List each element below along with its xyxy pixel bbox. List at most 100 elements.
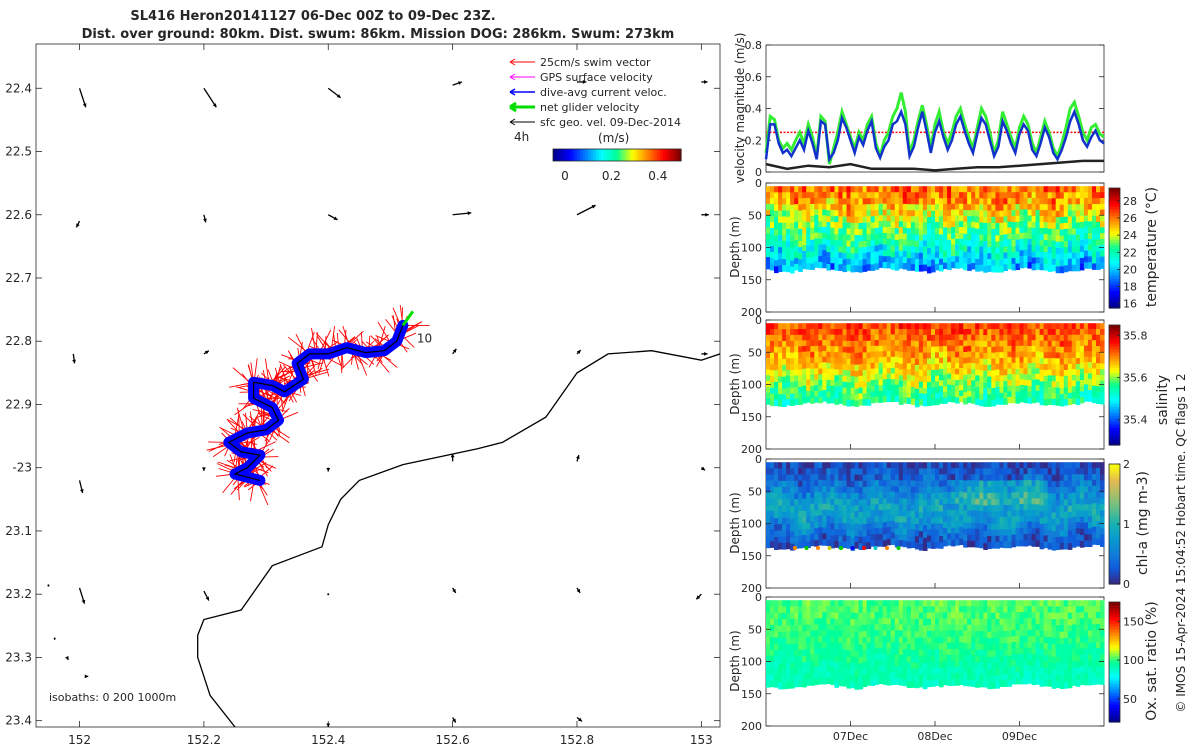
colorbar-cell xyxy=(1109,545,1120,549)
section-cell xyxy=(910,375,916,382)
section-cell xyxy=(806,660,811,668)
section-cell xyxy=(822,539,827,546)
section-cell xyxy=(1083,323,1089,330)
figure-title-line1: SL416 Heron20141127 06-Dec 00Z to 09-Dec… xyxy=(130,9,495,24)
section-cell xyxy=(770,529,775,536)
section-cell xyxy=(862,228,868,236)
section-cell xyxy=(1051,264,1057,272)
section-cell xyxy=(943,606,948,613)
section-cell xyxy=(991,523,996,531)
section-cell xyxy=(770,668,775,675)
section-cell xyxy=(882,486,888,493)
colorbar-cell xyxy=(1109,248,1120,252)
section-cell xyxy=(1075,340,1081,348)
section-cell xyxy=(866,612,872,619)
section-cell xyxy=(927,399,932,406)
section-cell xyxy=(971,492,976,499)
section-cell xyxy=(1035,328,1041,335)
section-cell xyxy=(991,541,996,549)
section-cell xyxy=(999,259,1004,267)
section-cell xyxy=(846,388,852,395)
speed-colorbar-cell xyxy=(670,149,674,161)
section-cell xyxy=(1075,228,1081,236)
section-cell xyxy=(979,393,984,401)
section-cell xyxy=(806,385,811,392)
section-cell xyxy=(878,203,884,210)
section-cell xyxy=(870,522,876,529)
section-cell xyxy=(931,493,936,500)
section-cell xyxy=(995,542,1000,549)
section-cell xyxy=(943,624,948,631)
section-cell xyxy=(878,486,884,493)
section-cell xyxy=(870,246,876,253)
section-cell xyxy=(770,364,775,371)
section-cell xyxy=(798,462,803,469)
section-cell xyxy=(826,357,831,364)
section-cell xyxy=(902,334,908,341)
section-cell xyxy=(774,393,779,401)
section-cell xyxy=(818,345,823,353)
section-cell xyxy=(1011,362,1017,370)
speed-colorbar-cell xyxy=(635,149,639,161)
section-cell xyxy=(766,462,771,469)
section-cell xyxy=(995,329,1000,336)
section-cell xyxy=(890,384,896,391)
section-cell xyxy=(770,192,775,199)
colorbar-cell xyxy=(1109,281,1120,285)
section-cell xyxy=(1031,510,1037,517)
section-cell xyxy=(955,227,960,234)
section-cell xyxy=(878,647,884,655)
section-cell xyxy=(935,535,940,543)
section-cell xyxy=(878,635,884,643)
section-cell xyxy=(862,358,868,365)
section-cell xyxy=(870,474,876,481)
section-cell xyxy=(995,386,1000,394)
section-cell xyxy=(786,474,791,482)
section-cell xyxy=(882,334,888,341)
section-cell xyxy=(1003,264,1008,271)
section-cell xyxy=(975,204,980,212)
section-cell xyxy=(987,329,992,336)
speed-colorbar-cell xyxy=(577,149,581,161)
section-cell xyxy=(830,648,835,655)
section-cell xyxy=(830,351,835,358)
section-cell xyxy=(939,210,944,217)
section-cell xyxy=(1059,266,1065,274)
section-cell xyxy=(882,666,888,673)
section-cell xyxy=(830,215,835,223)
section-cell xyxy=(794,234,799,241)
section-cell xyxy=(1047,493,1053,500)
section-cell xyxy=(1007,511,1012,518)
section-cell xyxy=(822,642,827,649)
section-cell xyxy=(1007,468,1012,475)
section-cell xyxy=(858,682,864,690)
section-cell xyxy=(999,486,1004,494)
colorbar-cell xyxy=(1109,388,1120,392)
section-cell xyxy=(854,600,860,608)
section-cell xyxy=(922,340,928,348)
section-cell xyxy=(931,265,936,273)
section-cell xyxy=(882,256,888,263)
section-cell xyxy=(770,186,775,193)
section-cell xyxy=(774,229,779,237)
section-cell xyxy=(947,245,952,253)
section-cell xyxy=(1087,356,1093,363)
section-cell xyxy=(999,340,1004,347)
section-cell xyxy=(786,669,791,677)
section-cell xyxy=(914,329,920,336)
section-cell xyxy=(1039,398,1045,406)
section-cell xyxy=(1067,252,1073,260)
section-cell xyxy=(910,387,916,394)
section-cell xyxy=(918,352,924,359)
section-cell xyxy=(890,351,896,358)
section-cell xyxy=(1059,241,1065,249)
map-ytick-label: 22.4 xyxy=(5,81,32,95)
section-cell xyxy=(774,530,779,538)
section-cell xyxy=(987,523,992,531)
section-cell xyxy=(906,662,912,670)
section-cell xyxy=(1063,364,1069,371)
section-cell xyxy=(890,368,896,375)
section-cell xyxy=(1055,543,1061,550)
section-cell xyxy=(798,517,803,524)
section-cell xyxy=(955,256,960,263)
